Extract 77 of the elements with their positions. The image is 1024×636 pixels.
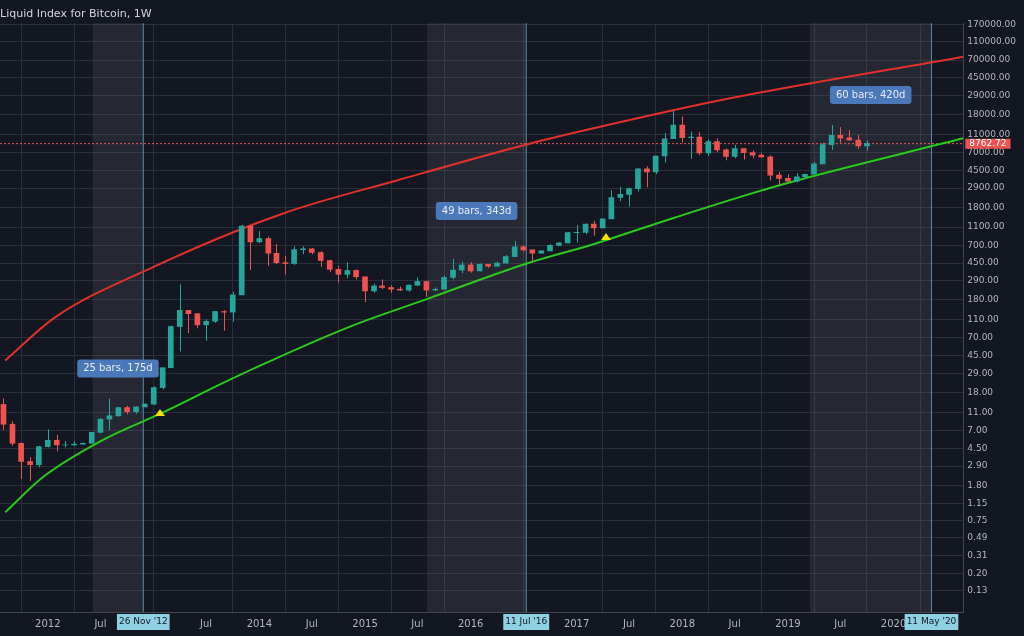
line-series bbox=[4, 55, 964, 362]
candlestick bbox=[0, 398, 7, 431]
candlestick bbox=[18, 442, 24, 480]
y-tick-label: 180.00 bbox=[967, 294, 1000, 305]
y-tick-label: 29.00 bbox=[967, 367, 994, 378]
x-tick-label: Jul bbox=[199, 617, 213, 629]
y-tick-label: 70000.00 bbox=[967, 54, 1011, 65]
y-tick-label: 290.00 bbox=[967, 275, 1000, 286]
y-tick-label: 0.20 bbox=[967, 567, 988, 578]
candlestick bbox=[150, 385, 157, 406]
candlestick bbox=[626, 186, 632, 208]
candlestick bbox=[159, 367, 166, 390]
x-tick-label: 2012 bbox=[35, 617, 61, 629]
x-tick-label: 2017 bbox=[563, 617, 590, 629]
y-tick-label: 45000.00 bbox=[967, 72, 1011, 83]
candlestick bbox=[362, 276, 368, 303]
y-tick-label: 18.00 bbox=[967, 386, 994, 397]
x-tick-label: Jul bbox=[410, 617, 424, 629]
y-tick-label: 11.00 bbox=[967, 406, 994, 417]
candlestick bbox=[670, 110, 677, 140]
y-tick-label: 1.15 bbox=[967, 497, 988, 508]
y-tick-label: 110.00 bbox=[967, 314, 1000, 325]
x-tick-label: Jul bbox=[621, 617, 636, 629]
y-tick-label: 70.00 bbox=[967, 332, 994, 343]
y-tick-label: 7.00 bbox=[967, 424, 988, 435]
y-tick-label: 700.00 bbox=[967, 239, 1000, 250]
candlestick bbox=[450, 258, 456, 280]
candlestick bbox=[27, 456, 33, 482]
y-tick-label: 29000.00 bbox=[967, 89, 1011, 100]
candlestick bbox=[176, 283, 183, 352]
y-tick-label: 170000.00 bbox=[967, 18, 1017, 29]
y-tick-label: 110000.00 bbox=[967, 36, 1017, 47]
y-tick-label: 45.00 bbox=[967, 350, 994, 361]
x-tick-label: Jul bbox=[727, 617, 741, 629]
y-tick-label: 0.49 bbox=[967, 531, 988, 542]
y-tick-label: 0.31 bbox=[967, 550, 988, 561]
candlestick bbox=[767, 154, 774, 182]
chart-title: Liquid Index for Bitcoin, 1W bbox=[0, 7, 152, 21]
y-tick-label: 0.75 bbox=[967, 514, 988, 525]
y-tick-label: 18000.00 bbox=[967, 109, 1011, 120]
ref-line-label: 11 May '20 bbox=[906, 616, 957, 627]
candlestick bbox=[688, 131, 695, 160]
x-tick-label: 2018 bbox=[669, 617, 695, 629]
y-tick-label: 4500.00 bbox=[967, 164, 1005, 175]
x-tick-label: 2019 bbox=[775, 617, 801, 629]
candlestick bbox=[573, 224, 580, 244]
y-tick-label: 1.80 bbox=[967, 479, 988, 490]
y-tick-label: 7000.00 bbox=[967, 147, 1005, 158]
band-label: 60 bars, 420d bbox=[835, 88, 906, 100]
y-tick-label: 11000.00 bbox=[967, 128, 1011, 139]
y-tick-label: 2.90 bbox=[967, 460, 988, 471]
band-label: 25 bars, 175d bbox=[83, 362, 153, 374]
line-series bbox=[4, 137, 964, 514]
y-tick-label: 2900.00 bbox=[967, 182, 1005, 193]
y-tick-label: 1100.00 bbox=[967, 221, 1005, 232]
x-tick-label: 2014 bbox=[246, 617, 273, 629]
ref-line-label: 11 Jul '16 bbox=[505, 616, 548, 627]
y-tick-label: 1800.00 bbox=[967, 201, 1005, 212]
x-tick-label: Jul bbox=[93, 617, 107, 629]
x-tick-label: Jul bbox=[833, 617, 847, 629]
y-tick-label: 4.50 bbox=[967, 442, 988, 453]
candlestick bbox=[282, 255, 289, 275]
candlestick bbox=[679, 116, 686, 144]
x-tick-label: 2015 bbox=[352, 617, 378, 629]
candlestick bbox=[229, 291, 236, 323]
band-label: 49 bars, 343d bbox=[441, 204, 512, 216]
candlestick bbox=[644, 165, 650, 188]
y-tick-label: 450.00 bbox=[967, 257, 1000, 268]
ref-line-label: 26 Nov '12 bbox=[118, 616, 168, 627]
candlestick bbox=[291, 245, 297, 266]
y-tick-label: 0.13 bbox=[967, 585, 988, 596]
candlestick bbox=[635, 167, 641, 192]
x-tick-label: Jul bbox=[304, 617, 318, 629]
x-tick-label: 2016 bbox=[457, 617, 484, 629]
ref-line-label: 8762.72 bbox=[969, 138, 1007, 148]
candlestick bbox=[203, 318, 209, 342]
candlestick bbox=[265, 236, 272, 267]
